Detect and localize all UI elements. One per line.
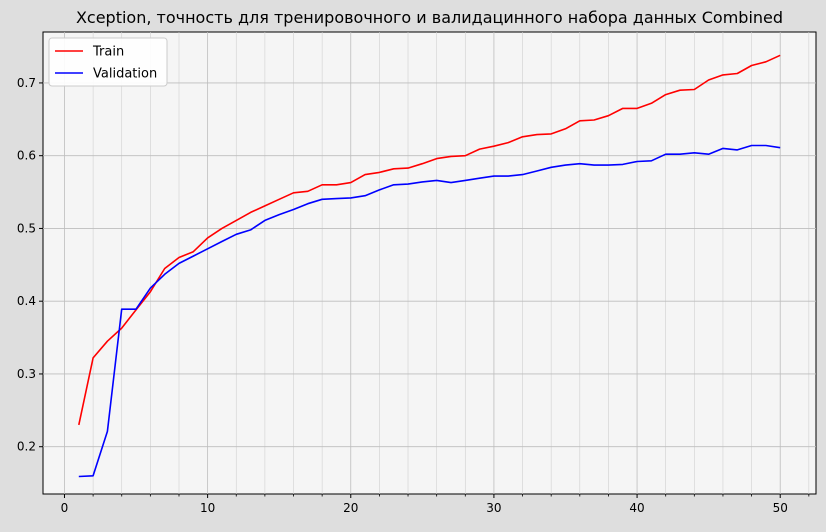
chart-title: Xception, точность для тренировочного и … xyxy=(76,8,783,27)
plot-area xyxy=(42,31,817,495)
major-grid xyxy=(43,32,816,494)
series-line-validation xyxy=(78,144,781,478)
y-tick-label: 0.7 xyxy=(17,76,36,90)
x-tick-label: 30 xyxy=(486,501,501,515)
legend-label-validation: Validation xyxy=(93,67,157,82)
y-tick-label: 0.5 xyxy=(17,221,36,235)
y-axis: 0.2 0.3 0.4 0.5 0.6 0.7 xyxy=(17,76,43,454)
y-tick-label: 0.6 xyxy=(17,149,36,163)
legend: Train Validation xyxy=(48,37,168,87)
x-tick-label: 0 xyxy=(61,501,69,515)
minor-grid xyxy=(92,32,810,497)
legend-label-train: Train xyxy=(92,45,124,60)
x-tick-label: 10 xyxy=(200,501,215,515)
x-tick-label: 40 xyxy=(629,501,644,515)
x-tick-label: 50 xyxy=(773,501,788,515)
series-layer xyxy=(78,54,781,478)
x-axis: 0 10 20 30 40 50 xyxy=(61,494,788,515)
x-tick-label: 20 xyxy=(343,501,358,515)
y-tick-label: 0.4 xyxy=(17,294,36,308)
y-tick-label: 0.2 xyxy=(17,440,36,454)
legend-box xyxy=(48,37,168,87)
series-line-train xyxy=(78,54,781,426)
y-tick-label: 0.3 xyxy=(17,367,36,381)
